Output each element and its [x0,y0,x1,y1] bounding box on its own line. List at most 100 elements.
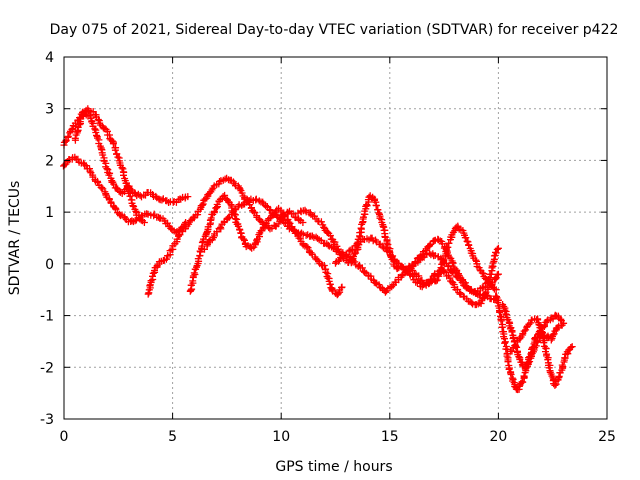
data-point [488,262,496,270]
data-point [466,287,474,295]
data-point [358,264,366,272]
data-point [109,140,117,148]
data-point [126,192,134,200]
x-tick-label: 20 [489,429,507,445]
data-point [173,235,181,243]
data-point [560,319,568,327]
data-point [497,317,505,325]
data-point [284,209,292,217]
data-point [389,252,397,260]
data-point [501,306,509,314]
data-point [352,249,360,257]
data-point [551,381,559,389]
data-point [549,331,557,339]
data-point [239,235,247,243]
data-point [508,347,516,355]
data-point [227,201,235,209]
data-point [221,191,229,199]
data-point [326,232,334,239]
data-point [265,206,273,214]
data-point [113,150,121,158]
data-point [520,372,528,380]
data-point [375,209,383,217]
data-point [184,193,192,201]
data-point [199,201,206,209]
data-point [338,283,346,291]
data-point [236,185,244,193]
data-point [437,264,445,272]
axis-ticks: 0 5 10 15 20 25 -3 -2 -1 0 1 2 3 4 [40,50,616,445]
data-point [444,243,452,251]
data-points [60,105,576,394]
data-point [317,218,325,226]
data-point [465,241,473,249]
series-track-f [201,195,502,305]
data-point [189,272,197,280]
data-point [221,175,229,183]
y-tick-label: -3 [40,412,54,428]
data-point [426,242,434,250]
data-point [547,336,555,344]
data-point [216,178,223,185]
data-point [129,202,137,210]
data-point [555,372,563,380]
data-point [508,328,516,336]
y-tick-label: 1 [45,205,54,221]
x-tick-label: 5 [168,429,177,445]
data-point [281,213,289,220]
data-point [241,236,248,244]
data-point [176,231,184,239]
data-point [472,256,480,264]
plot-frame [63,56,608,420]
data-point [427,278,435,286]
data-point [411,258,419,266]
data-point [334,257,342,265]
data-point [280,218,288,226]
data-point [568,343,576,351]
data-point [118,164,126,172]
data-point [481,274,489,282]
data-point [492,286,500,294]
data-point [253,236,261,244]
data-point [213,204,220,212]
data-point [334,290,342,298]
data-point [91,125,99,133]
data-point [462,234,470,242]
data-point [494,270,502,278]
data-point [68,125,76,133]
data-point [304,244,312,252]
data-point [299,219,307,226]
data-point [489,259,497,267]
data-point [432,277,440,285]
data-point [374,206,382,214]
data-point [493,245,501,253]
data-point [481,283,489,291]
data-point [302,231,310,239]
data-point [71,134,79,142]
data-point [103,165,111,173]
data-point [162,255,170,263]
data-point [477,300,485,307]
data-point [64,132,72,140]
y-tick-label: 0 [45,257,54,273]
data-point [301,206,309,214]
data-point [445,262,453,270]
data-point [526,358,534,366]
x-tick-label: 10 [272,429,290,445]
data-point [350,250,358,258]
y-tick-label: 2 [45,153,54,169]
series-track-i [407,222,500,294]
data-point [81,161,88,169]
data-point [440,255,448,263]
data-point [98,184,106,192]
data-point [120,171,127,179]
data-point [372,202,380,210]
data-point [502,310,510,318]
data-point [433,276,441,284]
data-point [435,271,443,278]
data-point [86,167,94,175]
data-point [190,269,198,277]
data-point [329,244,337,252]
data-point [381,288,389,296]
data-point [496,308,504,316]
